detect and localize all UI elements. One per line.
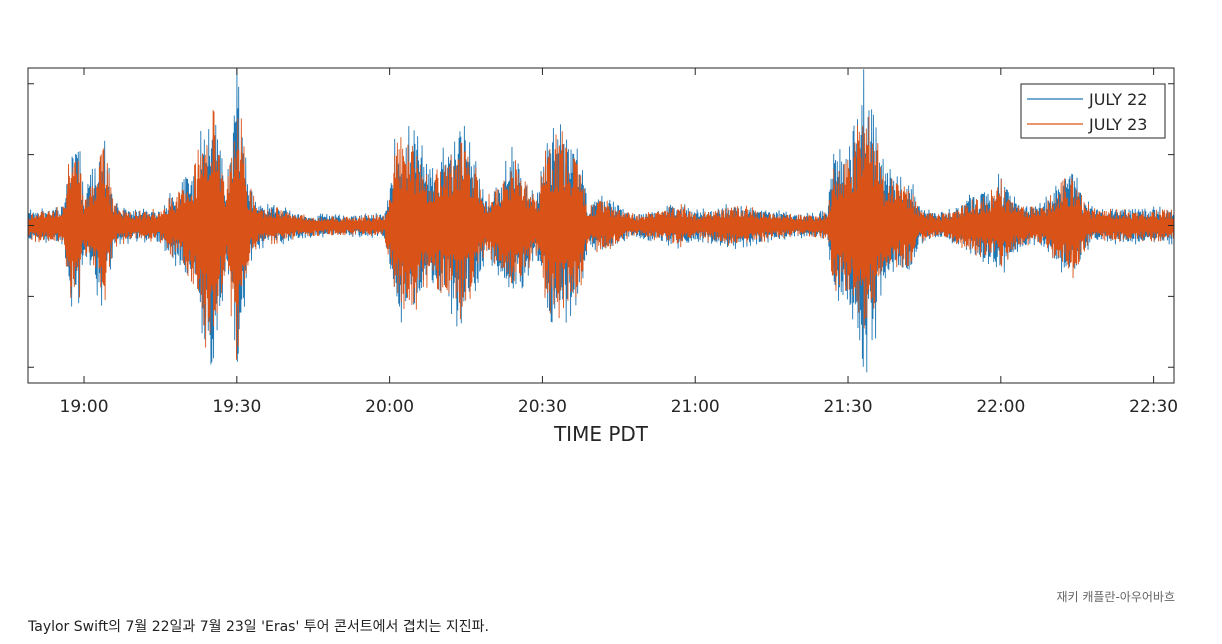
x-tick-label: 20:30 — [518, 397, 567, 417]
legend-label: JULY 22 — [1088, 90, 1147, 109]
legend: JULY 22 JULY 23 — [1020, 83, 1166, 139]
x-tick-label: 22:00 — [976, 397, 1025, 417]
x-axis-ticks: 19:00 19:30 20:00 20:30 21:00 21:30 22:00 22:30 — [60, 68, 1178, 417]
figure-caption: Taylor Swift의 7월 22일과 7월 23일 'Eras' 투어 콘… — [28, 619, 489, 635]
x-tick-label: 21:00 — [671, 397, 720, 417]
seismogram-chart: 19:00 19:30 20:00 20:30 21:00 21:30 22:00 22:30… — [27, 67, 1178, 446]
x-tick-label: 21:30 — [824, 397, 873, 417]
x-tick-label: 22:30 — [1129, 397, 1178, 417]
x-axis-label: TIME PDT — [553, 422, 649, 446]
legend-label: JULY 23 — [1088, 115, 1147, 134]
waveform-traces — [28, 68, 1174, 373]
x-tick-label: 19:00 — [60, 397, 109, 417]
image-credit: 재키 캐플란-아우어바흐 — [1056, 590, 1175, 604]
chart-svg: 19:00 19:30 20:00 20:30 21:00 21:30 22:00 22:30… — [27, 67, 1178, 446]
y-axis-ticks — [28, 83, 1174, 368]
x-tick-label: 20:00 — [365, 397, 414, 417]
series-line-july-23 — [28, 110, 1174, 360]
x-tick-label: 19:30 — [212, 397, 261, 417]
legend-box — [1020, 83, 1166, 139]
